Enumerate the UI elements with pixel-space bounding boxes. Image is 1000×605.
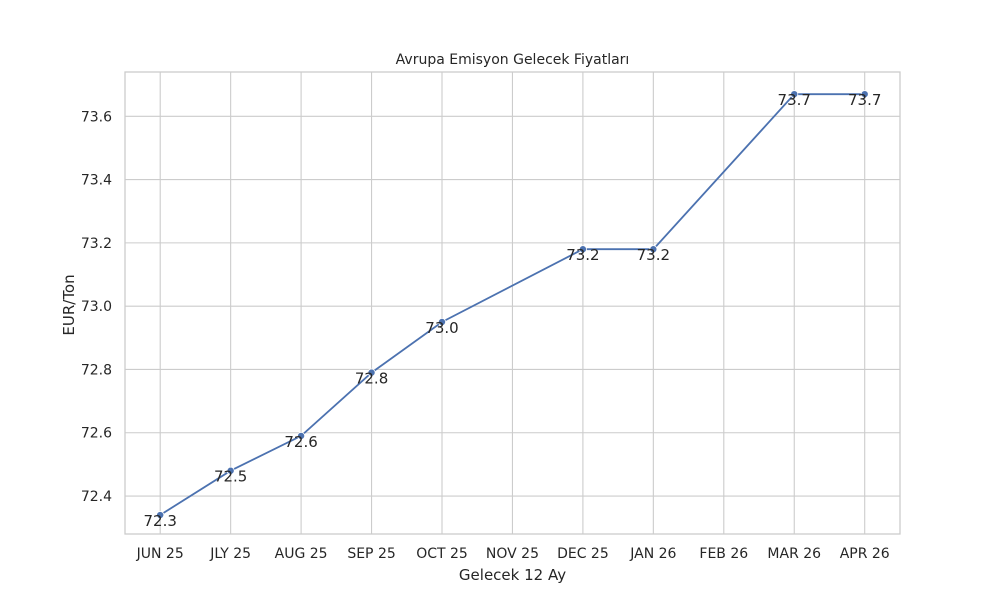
y-tick-label: 73.2 — [81, 236, 112, 252]
data-point — [226, 466, 235, 475]
data-point — [649, 245, 658, 254]
y-tick-label: 72.4 — [81, 489, 112, 505]
y-tick-label: 73.4 — [81, 173, 112, 189]
x-tick-label: MAR 26 — [767, 546, 821, 562]
y-axis-ticks: 72.4 72.6 72.8 73.0 73.2 73.4 73.6 — [81, 109, 112, 505]
y-tick-label: 73.6 — [81, 109, 112, 125]
x-tick-label: JAN 26 — [629, 546, 676, 562]
data-label: 73.2 — [566, 246, 599, 264]
x-axis-ticks: JUN 25 JLY 25 AUG 25 SEP 25 OCT 25 NOV 25 DEC … — [136, 546, 890, 562]
data-point — [297, 431, 306, 440]
data-point — [156, 511, 165, 520]
data-label: 72.8 — [355, 370, 388, 388]
data-point — [578, 245, 587, 254]
series-layer: 72.3 72.5 72.6 72.8 73.0 73.2 73.2 73.7 73.7 — [143, 90, 881, 530]
x-tick-label: JUN 25 — [136, 546, 184, 562]
chart-title: Avrupa Emisyon Gelecek Fiyatları — [396, 52, 630, 68]
data-label: 72.6 — [284, 433, 317, 451]
y-tick-label: 73.0 — [81, 299, 112, 315]
data-label: 73.0 — [425, 319, 458, 337]
x-tick-label: DEC 25 — [557, 546, 609, 562]
x-tick-label: SEP 25 — [347, 546, 395, 562]
x-tick-label: JLY 25 — [209, 546, 251, 562]
y-tick-label: 72.6 — [81, 426, 112, 442]
data-point — [367, 368, 376, 377]
data-label: 72.3 — [143, 512, 176, 530]
data-point — [437, 317, 446, 326]
x-tick-label: FEB 26 — [699, 546, 748, 562]
x-tick-label: NOV 25 — [486, 546, 539, 562]
y-tick-label: 72.8 — [81, 362, 112, 378]
x-axis-label: Gelecek 12 Ay — [459, 566, 566, 584]
data-label: 73.7 — [778, 91, 811, 109]
data-point — [860, 90, 869, 99]
data-label: 73.2 — [637, 246, 670, 264]
data-label: 73.7 — [848, 91, 881, 109]
data-point — [790, 90, 799, 99]
y-axis-label: EUR/Ton — [60, 274, 78, 335]
x-tick-label: AUG 25 — [275, 546, 328, 562]
x-tick-label: OCT 25 — [416, 546, 468, 562]
grid — [125, 72, 900, 534]
x-tick-label: APR 26 — [840, 546, 890, 562]
plot-area-frame — [124, 71, 901, 535]
data-label: 72.5 — [214, 468, 247, 486]
